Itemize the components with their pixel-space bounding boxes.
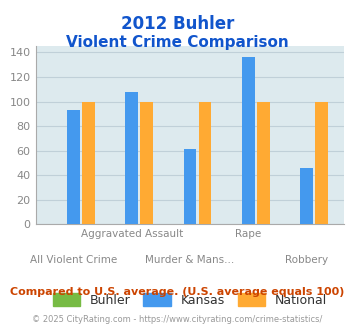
Bar [184, 149, 196, 224]
Text: Robbery: Robbery [285, 255, 328, 265]
Bar [140, 102, 153, 224]
Legend: Buhler, Kansas, National: Buhler, Kansas, National [48, 288, 332, 312]
Bar [242, 57, 255, 224]
Text: Murder & Mans...: Murder & Mans... [145, 255, 235, 265]
Text: Compared to U.S. average. (U.S. average equals 100): Compared to U.S. average. (U.S. average … [10, 287, 345, 297]
Bar [199, 102, 212, 224]
Bar [257, 102, 270, 224]
Bar [82, 102, 95, 224]
Text: © 2025 CityRating.com - https://www.cityrating.com/crime-statistics/: © 2025 CityRating.com - https://www.city… [32, 315, 323, 324]
Text: Violent Crime Comparison: Violent Crime Comparison [66, 35, 289, 50]
Text: 2012 Buhler: 2012 Buhler [121, 15, 234, 33]
Bar [67, 110, 80, 224]
Bar [300, 168, 313, 224]
Bar [125, 92, 138, 224]
Bar [315, 102, 328, 224]
Text: All Violent Crime: All Violent Crime [30, 255, 117, 265]
